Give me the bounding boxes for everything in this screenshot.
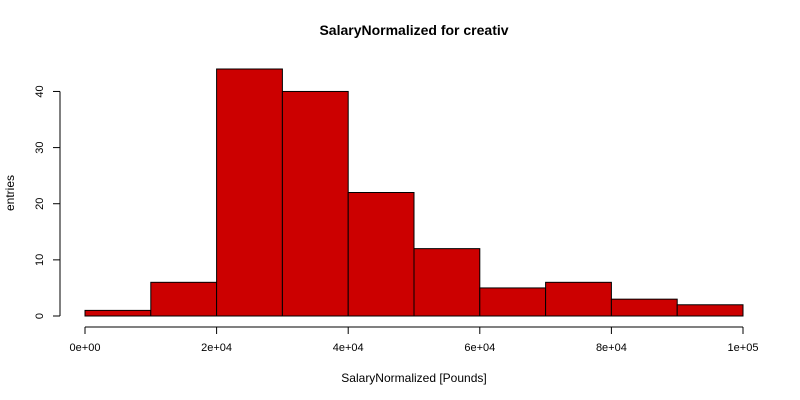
x-tick-label: 8e+04 xyxy=(596,342,627,354)
y-tick-label: 0 xyxy=(34,313,46,319)
y-tick-label: 20 xyxy=(34,198,46,210)
y-axis-label: entries xyxy=(3,175,17,211)
histogram-bar xyxy=(347,192,415,317)
y-tick-label: 40 xyxy=(34,85,46,97)
x-tick-label: 2e+04 xyxy=(201,342,232,354)
histogram-bar xyxy=(281,90,349,317)
x-tick-label: 1e+05 xyxy=(728,342,759,354)
chart-title: SalaryNormalized for creativ xyxy=(319,22,508,38)
histogram-bar xyxy=(413,248,481,317)
histogram-bar xyxy=(479,287,547,317)
x-tick-label: 4e+04 xyxy=(333,342,364,354)
histogram-bar xyxy=(676,304,744,317)
x-axis-label: SalaryNormalized [Pounds] xyxy=(341,371,486,385)
x-tick-label: 6e+04 xyxy=(464,342,495,354)
histogram-bar xyxy=(84,309,152,317)
y-tick-label: 10 xyxy=(34,254,46,266)
histogram-bar xyxy=(610,298,678,317)
histogram-bar xyxy=(545,281,612,317)
histogram-bar xyxy=(150,281,218,317)
x-tick-label: 0e+00 xyxy=(70,342,101,354)
x-axis: 0e+00 2e+04 4e+04 6e+04 8e+04 1e+05 xyxy=(70,326,759,354)
y-tick-label: 30 xyxy=(34,141,46,153)
y-axis: 0 10 20 30 40 xyxy=(34,85,61,319)
histogram-bar xyxy=(216,68,283,317)
bars-group xyxy=(84,68,744,317)
